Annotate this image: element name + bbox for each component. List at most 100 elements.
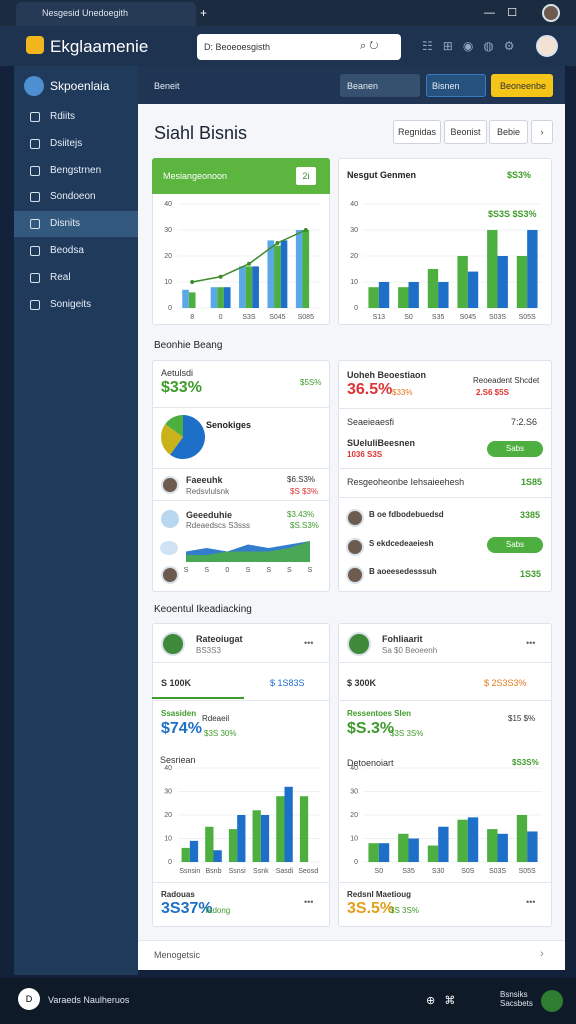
divider [152, 500, 330, 501]
x-tick-label: S0 [375, 868, 384, 875]
y-tick-label: 20 [350, 253, 358, 260]
y-tick-label: 0 [354, 305, 358, 312]
pill-button[interactable]: Sabs [487, 441, 543, 457]
sidebar-item[interactable]: Beodsa [50, 245, 84, 256]
action-button[interactable] [491, 74, 553, 97]
more-menu[interactable]: ••• [304, 897, 314, 907]
bottom-change: $S 3S% [390, 906, 419, 915]
line-label: Seaeieaesfi [347, 417, 395, 427]
window-controls[interactable]: — ☐ [484, 7, 518, 19]
bar [527, 230, 538, 308]
bar [188, 292, 196, 308]
y-tick-label: 20 [164, 253, 172, 260]
page-button[interactable]: Regnidas [393, 120, 441, 144]
y-tick-label: 0 [354, 859, 358, 866]
bar [182, 289, 189, 308]
card-name: Rateoiugat [196, 634, 243, 644]
card-title: Mesiangeonoon [163, 171, 228, 181]
pill-button[interactable]: Sabs [487, 537, 543, 553]
row-icon [160, 541, 178, 555]
row-value: $3.43% [287, 510, 315, 519]
sidebar-item[interactable]: Bengstrnen [50, 164, 102, 176]
sidebar-item[interactable]: Real [50, 271, 71, 283]
x-tick-label: S [184, 567, 189, 574]
bar [487, 829, 498, 862]
summary-note: Reoeadent Shcdet [473, 376, 540, 385]
bar [398, 833, 409, 862]
x-tick-label: S03S [489, 314, 506, 321]
line-value: 7:2.S6 [511, 417, 538, 427]
y-tick-label: 30 [164, 227, 172, 234]
divider [152, 468, 330, 469]
search-text: D: Beoeoesgisth [204, 42, 271, 52]
more-menu[interactable]: ••• [304, 638, 314, 648]
person-value: 3385 [520, 510, 541, 520]
page-button[interactable]: Beonist [444, 120, 487, 144]
tab-title: Nesgesid Unedoegith [42, 8, 129, 18]
filter-select[interactable] [340, 74, 420, 97]
browser-tab[interactable] [16, 2, 196, 26]
sidebar-item[interactable]: Sondoeon [50, 191, 96, 203]
footer-arrow[interactable]: › [540, 948, 544, 960]
tray-avatar[interactable] [541, 990, 563, 1012]
filter-select[interactable] [426, 74, 486, 97]
person-name: S ekdcedeaeiesh [369, 539, 434, 548]
tab-indicator [152, 697, 244, 699]
sidebar-icon [30, 138, 40, 149]
more-menu[interactable]: ••• [526, 638, 536, 648]
bar [223, 287, 231, 308]
x-tick-label: 0 [219, 314, 223, 321]
user-avatar[interactable] [536, 35, 558, 57]
chart-title: Detoenoiart [347, 758, 394, 768]
x-tick-label: S30 [432, 868, 445, 875]
sidebar-item[interactable]: Dsiitejs [50, 137, 83, 149]
more-button[interactable]: › [531, 120, 553, 144]
sidebar-item[interactable]: Sonigeits [50, 298, 92, 310]
sidebar-icon [30, 299, 40, 310]
kpi-change: $3S 3S% [390, 729, 424, 738]
toolbar-label: Beneit [154, 81, 180, 91]
y-tick-label: 40 [164, 765, 172, 772]
search-icon[interactable]: ⌕ ↻ [360, 40, 379, 52]
start-button[interactable]: D [18, 988, 40, 1010]
bottom-value: 3S.5% [347, 900, 395, 917]
x-tick-label: Sasdi [276, 868, 294, 875]
summary-value: 36.5% [347, 381, 393, 398]
card-badge[interactable]: 2i [296, 167, 316, 185]
tray-icons[interactable]: ⊕ ⌘ [426, 995, 456, 1007]
taskbar [0, 978, 576, 1024]
search-box[interactable] [197, 34, 401, 60]
x-tick-label: S [266, 567, 271, 574]
bar [181, 847, 190, 862]
x-tick-label: S05S [519, 868, 536, 875]
bar [457, 819, 468, 862]
y-tick-label: 30 [350, 788, 358, 795]
kpi-value: $74% [161, 720, 202, 737]
sidebar-item[interactable]: Rdiits [50, 111, 76, 122]
y-tick-label: 10 [164, 279, 172, 286]
bar [378, 282, 390, 308]
avatar [346, 566, 364, 584]
chart-badge: $S3S% [512, 758, 539, 767]
sidebar-item[interactable]: Disnits [50, 218, 81, 230]
bar [467, 271, 479, 308]
x-tick-label: S0S [461, 868, 475, 875]
card-sub: BS3S3 [196, 646, 221, 655]
tracking-card [152, 623, 330, 927]
bar [210, 287, 218, 308]
kpi-label: Ssasiden [161, 709, 197, 718]
profile-avatar[interactable] [542, 4, 560, 22]
y-tick-label: 0 [168, 859, 172, 866]
page-button[interactable]: Bebie [489, 120, 528, 144]
avatar [161, 476, 179, 494]
y-tick-label: 40 [350, 201, 358, 208]
new-tab[interactable]: + [200, 6, 208, 20]
header-icons[interactable]: ☷ ⊞ ◉ ◍ ⚙ [422, 39, 515, 53]
x-tick-label: S [287, 567, 292, 574]
chart-title: Sesriean [160, 755, 196, 765]
pie-slice [165, 415, 183, 437]
more-menu[interactable]: ••• [526, 897, 536, 907]
bar [516, 815, 528, 862]
avatar [346, 509, 364, 527]
